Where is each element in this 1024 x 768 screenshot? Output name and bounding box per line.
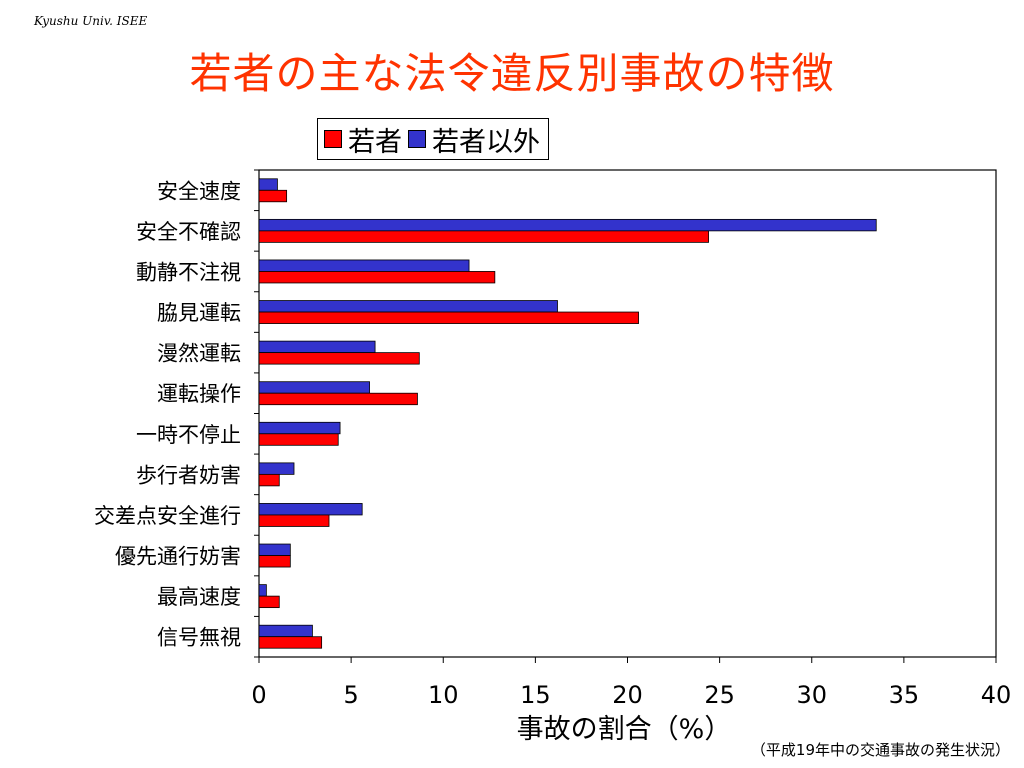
legend-item-other: 若者以外 [408,120,540,159]
x-tick-label: 0 [251,681,266,709]
category-label: 運転操作 [157,382,241,406]
bar-other [258,624,313,638]
plot-area [258,169,997,658]
legend-swatch-other [408,130,426,148]
bar-young [258,189,288,203]
x-tick-label: 15 [520,681,551,709]
bar-young [258,352,420,365]
legend-label-other: 若者以外 [432,126,540,158]
bar-young [258,311,639,324]
source-note: （平成19年中の交通事故の発生状況） [750,741,1010,759]
bar-other [258,340,376,354]
bar-other [258,218,877,232]
bar-other [258,259,470,272]
x-axis-label: 事故の割合（%） [517,714,732,745]
bar-young [258,271,496,284]
chart-legend: 若者 若者以外 [317,118,549,160]
category-label: 歩行者妨害 [136,463,241,487]
category-label: 最高速度 [157,585,241,609]
bar-young [258,514,330,527]
bar-other [258,462,295,475]
category-label: 動静不注視 [136,260,241,284]
category-label: 優先通行妨害 [115,545,241,569]
category-label: 脇見運転 [157,301,241,325]
bar-other [258,300,558,313]
bar-other [258,503,363,516]
x-tick-label: 35 [889,681,920,709]
bar-young [258,555,291,568]
legend-item-young: 若者 [324,120,402,159]
category-label: 安全不確認 [136,220,241,244]
category-label: 漫然運転 [157,342,241,366]
bar-young [258,230,709,243]
bar-other [258,381,370,394]
bar-other [258,584,267,597]
bar-other [258,543,291,556]
x-tick-label: 30 [796,681,827,709]
bar-young [258,636,323,649]
bar-young [258,392,418,406]
x-tick-label: 10 [428,681,459,709]
x-tick-label: 40 [981,681,1012,709]
category-label: 交差点安全進行 [94,504,241,528]
x-tick-label: 25 [704,681,735,709]
x-tick-label: 20 [612,681,643,709]
category-label: 信号無視 [157,626,241,650]
bar-other [258,421,341,435]
category-label: 一時不停止 [136,423,241,447]
category-label: 安全速度 [157,179,241,203]
bar-young [258,473,280,487]
organization-label: Kyushu Univ. ISEE [34,14,148,28]
slide-title: 若者の主な法令違反別事故の特徴 [189,49,835,98]
legend-swatch-young [324,130,342,148]
legend-label-young: 若者 [348,126,402,158]
bar-young [258,433,339,446]
bar-other [258,178,278,191]
bar-young [258,595,280,609]
x-tick-label: 5 [343,681,358,709]
